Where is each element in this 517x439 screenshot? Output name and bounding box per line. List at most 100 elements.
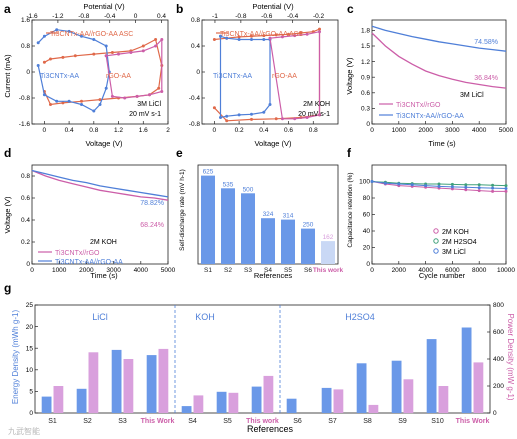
panel-b-series-point-pink-8 — [280, 117, 284, 121]
panel-d-x-label: Time (s) — [90, 271, 118, 280]
panel-b-x-label: Voltage (V) — [254, 139, 292, 148]
panel-c-x-tick-label-0: 0 — [370, 127, 374, 134]
panel-f-series-point-blue-5 — [437, 184, 441, 188]
panel-f-y-tick-label-left-5: 100 — [359, 179, 370, 186]
panel-g-energy-bar-1 — [76, 388, 87, 413]
panel-c-legend-2: Ti3CNTx-AA//rGO-AA — [396, 113, 464, 120]
panel-a-series-point-blue-5 — [92, 38, 96, 41]
panel-b-series-line-orange — [213, 28, 321, 122]
panel-e-category-label-5: S6 — [304, 267, 312, 274]
panel-a-series-point-blue-2 — [55, 28, 59, 32]
panel-g-category-label-4: S4 — [188, 418, 197, 425]
panel-b: 0 0.2 0.4 0.6 0.8 -0.8 -0.4 0 0.4 0.8 -1 -0.8 -0.6 -0… — [189, 13, 339, 134]
panel-f-series-point-green-10 — [504, 184, 508, 188]
panel-e-bar-3 — [261, 218, 275, 264]
panel-a-series-point-pink-3 — [141, 49, 145, 53]
panel-a-label-ti3cn: Ti3CNTx-AA — [40, 73, 79, 80]
panel-f-y-tick-label-left-3: 60 — [363, 212, 371, 219]
panel-g-power-bar-2 — [123, 359, 134, 413]
panel-a-x-tick-label-3: 1.2 — [114, 127, 123, 134]
panel-b-y-tick-label-left-4: 0.8 — [191, 17, 200, 24]
panel-f-series-point-blue-2 — [397, 182, 401, 186]
panel-c-condition: 3M LiCl — [460, 92, 484, 99]
panel-d-retention-2: 68.24% — [140, 222, 164, 229]
panel-b-top-axis-label: Potential (V) — [252, 2, 294, 11]
panel-g-category-label-3: This Work — [141, 418, 175, 425]
panel-c-x-tick-label-3: 3000 — [445, 127, 460, 134]
panel-g-power-bar-9 — [368, 404, 379, 413]
panel-b-series-point-blue-11 — [219, 116, 222, 119]
panel-e-category-label-3: S4 — [264, 267, 272, 274]
panel-b-x-tick-label-0: 0 — [213, 127, 217, 134]
panel-a-series-point-pink-1 — [117, 52, 120, 56]
panel-d-series-line-pink — [31, 169, 169, 201]
panel-g-group-koh: KOH — [195, 312, 215, 322]
panel-e-bar-6 — [321, 241, 335, 264]
panel-c-x-tick-label-5: 5000 — [499, 127, 514, 134]
panel-e-bar-0 — [201, 175, 215, 264]
panel-a-series-point-blue-3 — [67, 29, 71, 33]
panel-a-condition-1: 3M LiCl — [137, 101, 161, 108]
panel-a-series-point-orange-7 — [141, 44, 145, 48]
panel-a: 0 0.4 0.8 1.2 1.6 2-1.6-0.800.81.6-1.6 -1.2 -0.… — [19, 13, 170, 134]
panel-d-retention-1: 78.82% — [140, 200, 164, 207]
panel-g-power-bar-8 — [333, 389, 344, 413]
panel-b-series-point-blue-12 — [219, 34, 222, 38]
panel-d-legend-2: Ti3CNTx-AA//rGO-AA — [55, 259, 123, 266]
panel-a-x-tick-label-1: 0.4 — [65, 127, 74, 134]
panel-a-series-point-orange-3 — [73, 54, 77, 58]
panel-a-letter: a — [4, 2, 11, 16]
panel-a-condition-2: 20 mV s-1 — [129, 111, 161, 118]
panel-a-series-point-orange-4 — [92, 52, 96, 56]
panel-a-top-tick-label-1: -1.2 — [52, 13, 64, 20]
panel-b-label-rgo: rGO-AA — [272, 73, 297, 80]
panel-g-category-label-11: S10 — [431, 418, 444, 425]
panel-e-category-label-2: S3 — [244, 267, 252, 274]
panel-c-y-tick-label-left-6: 1.8 — [361, 28, 370, 35]
panel-a-y-label: Current (mA) — [3, 54, 12, 98]
panel-a-series-point-blue-1 — [42, 34, 46, 38]
panel-b-y-tick-label-left-1: -0.4 — [189, 95, 201, 102]
panel-e-y-label: Self-discharge rate (mV h-1) — [179, 169, 186, 251]
panel-f-series-point-pink-7 — [464, 188, 468, 192]
panel-b-series-point-pink-3 — [305, 32, 309, 36]
panel-a-series-point-blue-0 — [36, 41, 40, 45]
panel-a-x-tick-label-2: 0.8 — [89, 127, 98, 134]
panel-a-series-point-pink-4 — [154, 44, 158, 48]
panel-a-series-line-pink — [105, 38, 163, 99]
panel-f-plot-frame — [371, 164, 507, 265]
panel-b-series-point-pink-4 — [318, 30, 321, 34]
panel-e-category-label-6: This work — [313, 267, 344, 274]
panel-g-y-tick-label-left-1: 5 — [29, 389, 33, 396]
panel-c-retention-2: 36.84% — [474, 75, 498, 82]
panel-c-y-tick-label-left-1: 0.3 — [361, 106, 370, 113]
panel-d-x-tick-label-5: 5000 — [161, 267, 176, 274]
panel-d-y-tick-label-left-1: 0.2 — [21, 239, 30, 246]
panel-a-series-point-orange-17 — [49, 103, 52, 106]
panel-b-series-point-blue-2 — [237, 38, 241, 41]
panel-a-y-tick-label-left-0: -1.6 — [19, 121, 31, 128]
panel-f-legend-2: 2M H2SO4 — [442, 239, 477, 246]
panel-a-series-point-blue-6 — [104, 44, 108, 48]
panel-b-x-tick-label-3: 0.6 — [284, 127, 293, 134]
panel-f-series-point-blue-8 — [477, 186, 481, 190]
panel-b-legend: Ti3CNTx-AA//rGO-AA ASC — [220, 31, 303, 38]
panel-g-power-bar-1 — [88, 352, 99, 414]
panel-f-series-point-green-7 — [464, 183, 468, 187]
panel-b-series-point-blue-10 — [225, 114, 229, 118]
panel-a-series-point-blue-11 — [80, 103, 83, 106]
panel-b-top-tick-label-0: -1 — [212, 13, 218, 20]
panel-g-energy-bar-4 — [181, 406, 192, 413]
panel-a-series-point-pink-7 — [148, 93, 151, 97]
panel-g-y-tick-label-left-3: 15 — [26, 345, 34, 352]
panel-f-y-tick-label-left-1: 20 — [363, 245, 371, 252]
panel-g-category-label-10: S9 — [398, 418, 407, 425]
panel-b-series-point-blue-8 — [250, 112, 253, 116]
panel-c-x-tick-label-2: 2000 — [418, 127, 433, 134]
panel-b-top-tick-label-3: -0.4 — [287, 13, 299, 20]
panel-a-x-tick-label-0: 0 — [43, 127, 47, 134]
panel-c-series-line-blue — [371, 25, 507, 52]
panel-a-series-point-pink-11 — [104, 54, 108, 58]
panel-g-energy-bar-11 — [426, 339, 437, 413]
panel-g-power-bar-11 — [438, 386, 449, 413]
